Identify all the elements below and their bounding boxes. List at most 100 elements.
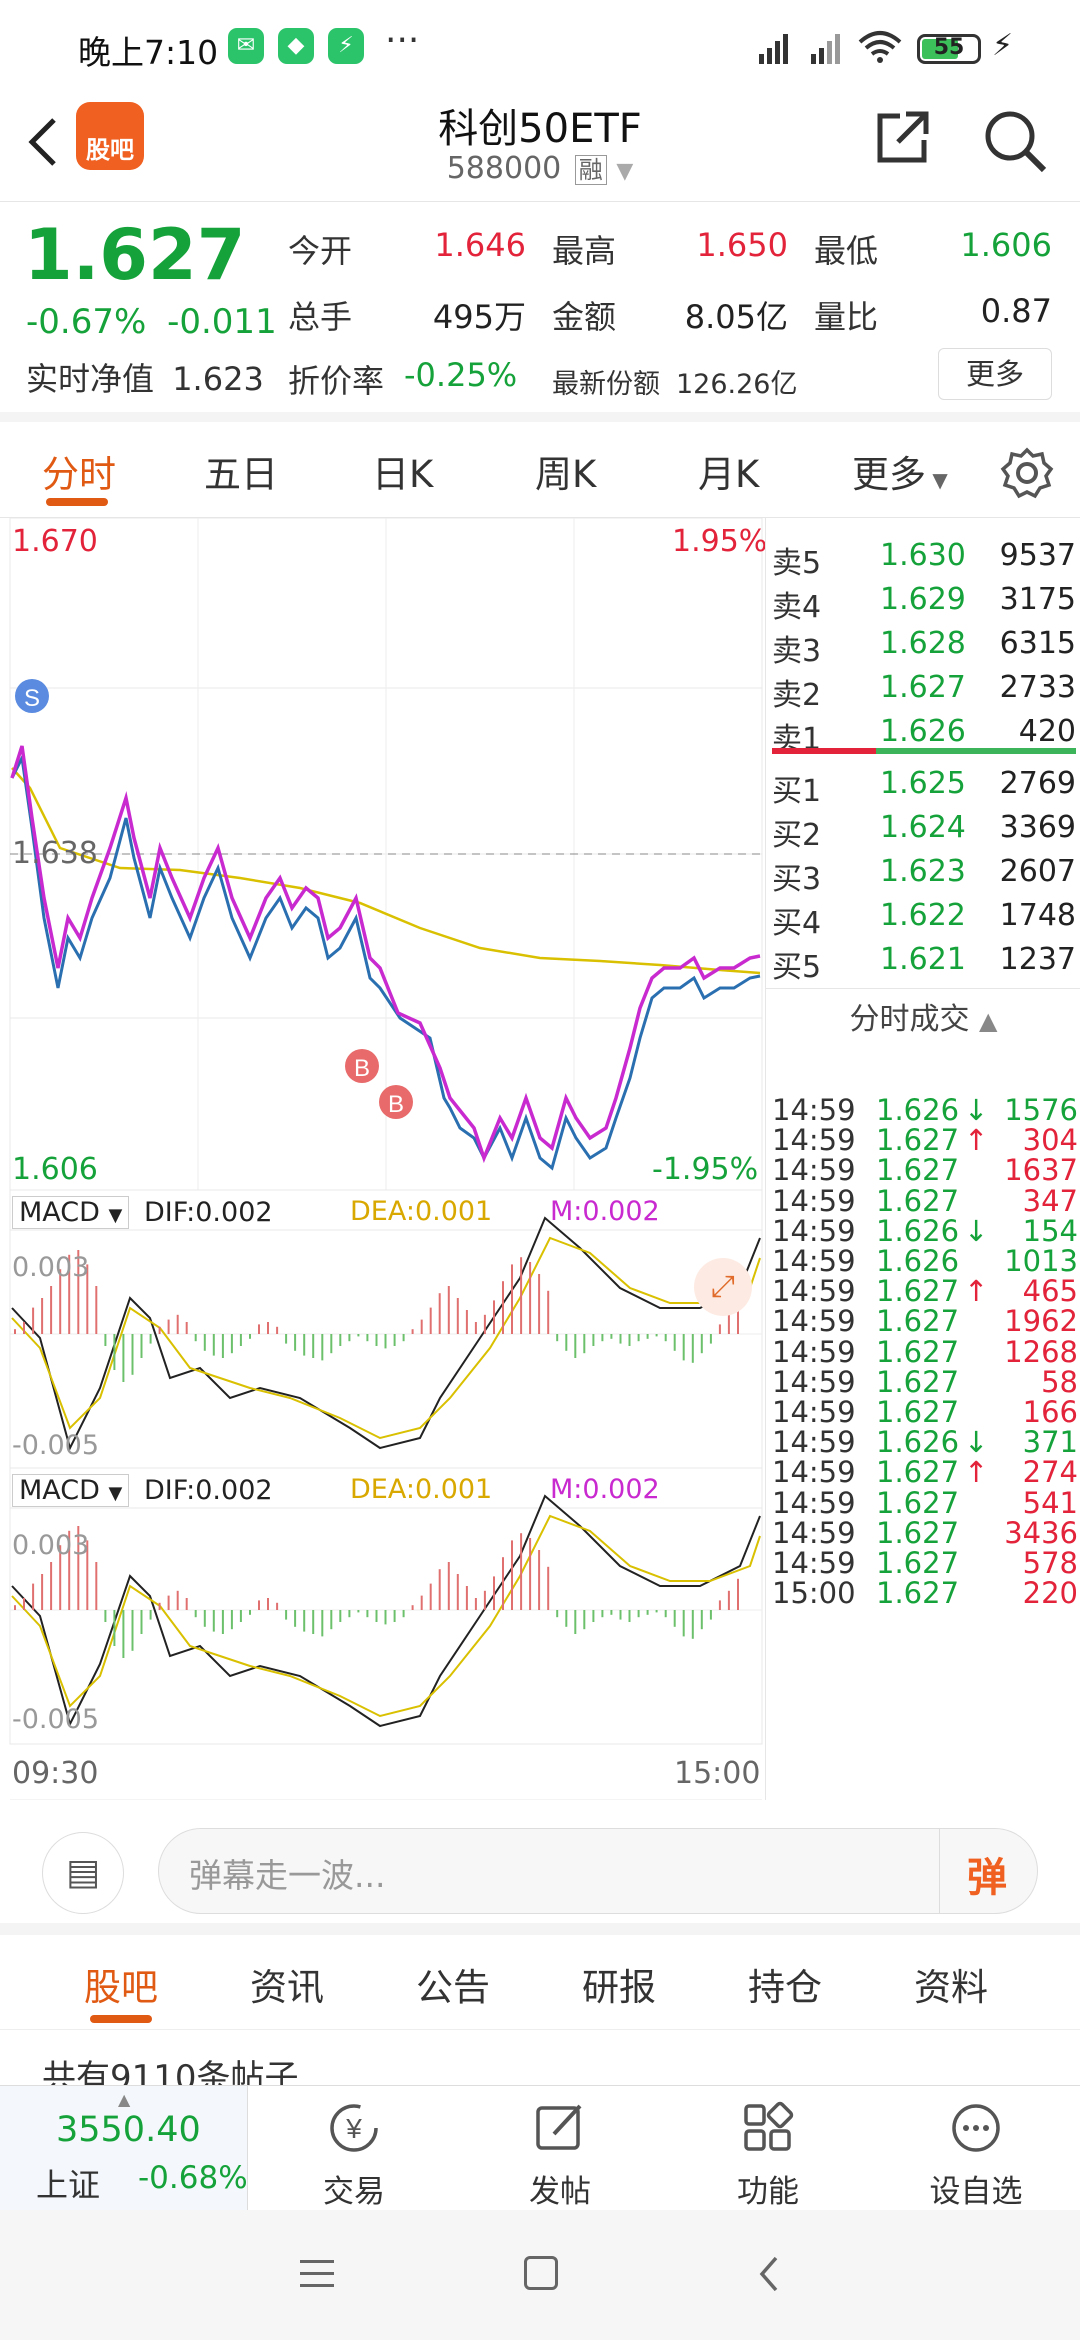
battery-level: 55 [933, 35, 965, 60]
trade-button[interactable]: ¥ 交易 [284, 2100, 424, 2211]
trade-row: 15:00 1.627 220 [772, 1576, 1078, 1620]
post-button[interactable]: 发帖 [490, 2100, 630, 2211]
home-nav-icon[interactable] [524, 2256, 558, 2290]
tab-more[interactable]: 更多 ▼ [852, 444, 948, 498]
intraday-chart-area[interactable]: S B B 1.670 1.95% 1.638 1.606 -1.95% MAC… [0, 518, 767, 1800]
stock-code-row[interactable]: 588000 融 ▼ [0, 150, 1080, 186]
tab-intraday[interactable]: 分时 [42, 453, 116, 496]
open-label: 今开 [288, 232, 353, 270]
trade-row: 14:59 1.627 1637 [772, 1153, 1078, 1197]
trade-row: 14:59 1.626 ↓ 154 [772, 1214, 1078, 1258]
trade-volume: 371 [1022, 1425, 1078, 1460]
ask-ratio-bar [772, 748, 876, 754]
macd-histogram-bar [637, 1334, 640, 1342]
tab-five-day[interactable]: 五日 [204, 453, 278, 496]
macd-histogram-bar [185, 1598, 188, 1610]
macd-histogram-bar [700, 1610, 703, 1630]
trades-header[interactable]: 分时成交 ▲ [766, 994, 1080, 1038]
trade-volume: 274 [1022, 1455, 1078, 1490]
macd-histogram-bar [131, 1334, 134, 1375]
trade-price: 1.627 [876, 1274, 960, 1309]
more-button[interactable]: 更多 [938, 348, 1052, 400]
functions-button[interactable]: 功能 [698, 2100, 838, 2211]
trade-volume: 1962 [1004, 1304, 1078, 1339]
macd1-indicator-select[interactable]: MACD ▼ [12, 1196, 130, 1229]
macd-histogram-bar [502, 1557, 504, 1610]
macd-histogram-bar [601, 1334, 604, 1342]
macd-histogram-bar [230, 1610, 233, 1630]
macd-histogram-bar [583, 1334, 586, 1354]
macd-histogram-bar [402, 1334, 405, 1342]
menu-nav-icon[interactable] [300, 2258, 334, 2288]
tab-daily-k[interactable]: 日K [372, 453, 434, 496]
back-nav-icon[interactable] [754, 2254, 784, 2294]
macd-histogram-bar [384, 1610, 387, 1625]
tab-announcements[interactable]: 公告 [416, 1966, 490, 2009]
tab-monthly-k[interactable]: 月K [698, 453, 760, 496]
macd-histogram-bar [50, 1286, 53, 1334]
trade-time: 14:59 [772, 1455, 856, 1490]
trade-row: 14:59 1.626 ↓ 371 [772, 1425, 1078, 1469]
bid-price: 1.625 [880, 766, 966, 801]
macd1-dif: DIF:0.002 [143, 1197, 273, 1228]
macd-histogram-bar [438, 1293, 441, 1334]
buy-marker[interactable] [379, 1085, 413, 1119]
macd-histogram-bar [158, 1326, 161, 1334]
macd-histogram-bar [682, 1334, 685, 1361]
trade-volume: 3436 [1004, 1515, 1078, 1550]
danmu-input[interactable]: 弹幕走一波... 弹 [158, 1828, 1038, 1914]
tab-holdings[interactable]: 持仓 [748, 1966, 822, 2009]
macd2-top-tick: 0.003 [12, 1530, 90, 1561]
macd-histogram-bar [312, 1610, 315, 1634]
dropdown-caret-icon: ▼ [616, 159, 634, 184]
bid-level-row: 买5 1.621 1237 [772, 942, 1076, 986]
post-label: 发帖 [529, 2174, 591, 2210]
macd-histogram-bar [737, 1302, 739, 1334]
tab-profile[interactable]: 资料 [914, 1966, 988, 2009]
ask-volume: 3175 [999, 582, 1076, 617]
macd-histogram-bar [402, 1610, 405, 1618]
macd-histogram-bar [420, 1595, 423, 1610]
search-icon[interactable] [980, 106, 1050, 176]
trade-row: 14:59 1.627 1268 [772, 1335, 1078, 1379]
tab-guba[interactable]: 股吧 [84, 1966, 158, 2009]
index-widget[interactable]: ▲ 3550.40 上证 -0.68% [0, 2086, 248, 2211]
dropdown-caret-icon: ▼ [108, 1483, 123, 1504]
back-arrow-icon[interactable] [22, 114, 62, 170]
tab-research[interactable]: 研报 [582, 1966, 656, 2009]
tab-weekly-k[interactable]: 周K [535, 453, 597, 496]
trade-volume: 220 [1022, 1576, 1078, 1611]
macd-histogram-bar [628, 1334, 631, 1346]
buy-marker-label: B [354, 1055, 370, 1082]
macd-histogram-bar [520, 1533, 523, 1610]
ask-level-row: 卖2 1.627 2733 [772, 670, 1076, 714]
settings-gear-icon[interactable] [1000, 446, 1054, 500]
macd-histogram-bar [619, 1610, 622, 1620]
macd2-indicator-select[interactable]: MACD ▼ [12, 1474, 130, 1507]
add-watchlist-button[interactable]: 设自选 [906, 2100, 1046, 2211]
trade-price: 1.627 [876, 1153, 960, 1188]
charging-icon: ⚡ [992, 28, 1014, 63]
tab-news[interactable]: 资讯 [250, 1966, 324, 2009]
trade-price: 1.627 [876, 1183, 960, 1218]
quote-panel: 1.627 -0.67% -0.011 实时净值 1.623 今开 1.646 … [0, 202, 1080, 422]
y-axis-bottom: 1.606 [12, 1152, 98, 1187]
buy-marker[interactable] [345, 1049, 379, 1083]
macd-histogram-bar [212, 1334, 215, 1356]
macd-histogram-bar [348, 1334, 351, 1342]
y-axis-top: 1.670 [12, 524, 98, 559]
sell-marker[interactable] [15, 679, 49, 713]
nav-row: 实时净值 1.623 [26, 354, 264, 400]
macd-histogram-bar [312, 1334, 315, 1358]
danmu-settings-icon[interactable]: ▤ [42, 1832, 124, 1914]
trade-price: 1.626 [876, 1213, 960, 1248]
macd-histogram-bar [32, 1307, 35, 1334]
share-icon[interactable] [872, 108, 932, 168]
macd2-dif-line [11, 1494, 761, 1728]
trade-direction: ↓ [964, 1425, 989, 1460]
bid-volume: 3369 [999, 810, 1076, 845]
expand-chart-icon[interactable]: ⤢ [694, 1258, 752, 1316]
macd-histogram-bar [565, 1334, 568, 1351]
danmu-toggle-button[interactable]: 弹 [967, 1855, 1007, 1901]
trade-yen-icon: ¥ [330, 2104, 378, 2152]
